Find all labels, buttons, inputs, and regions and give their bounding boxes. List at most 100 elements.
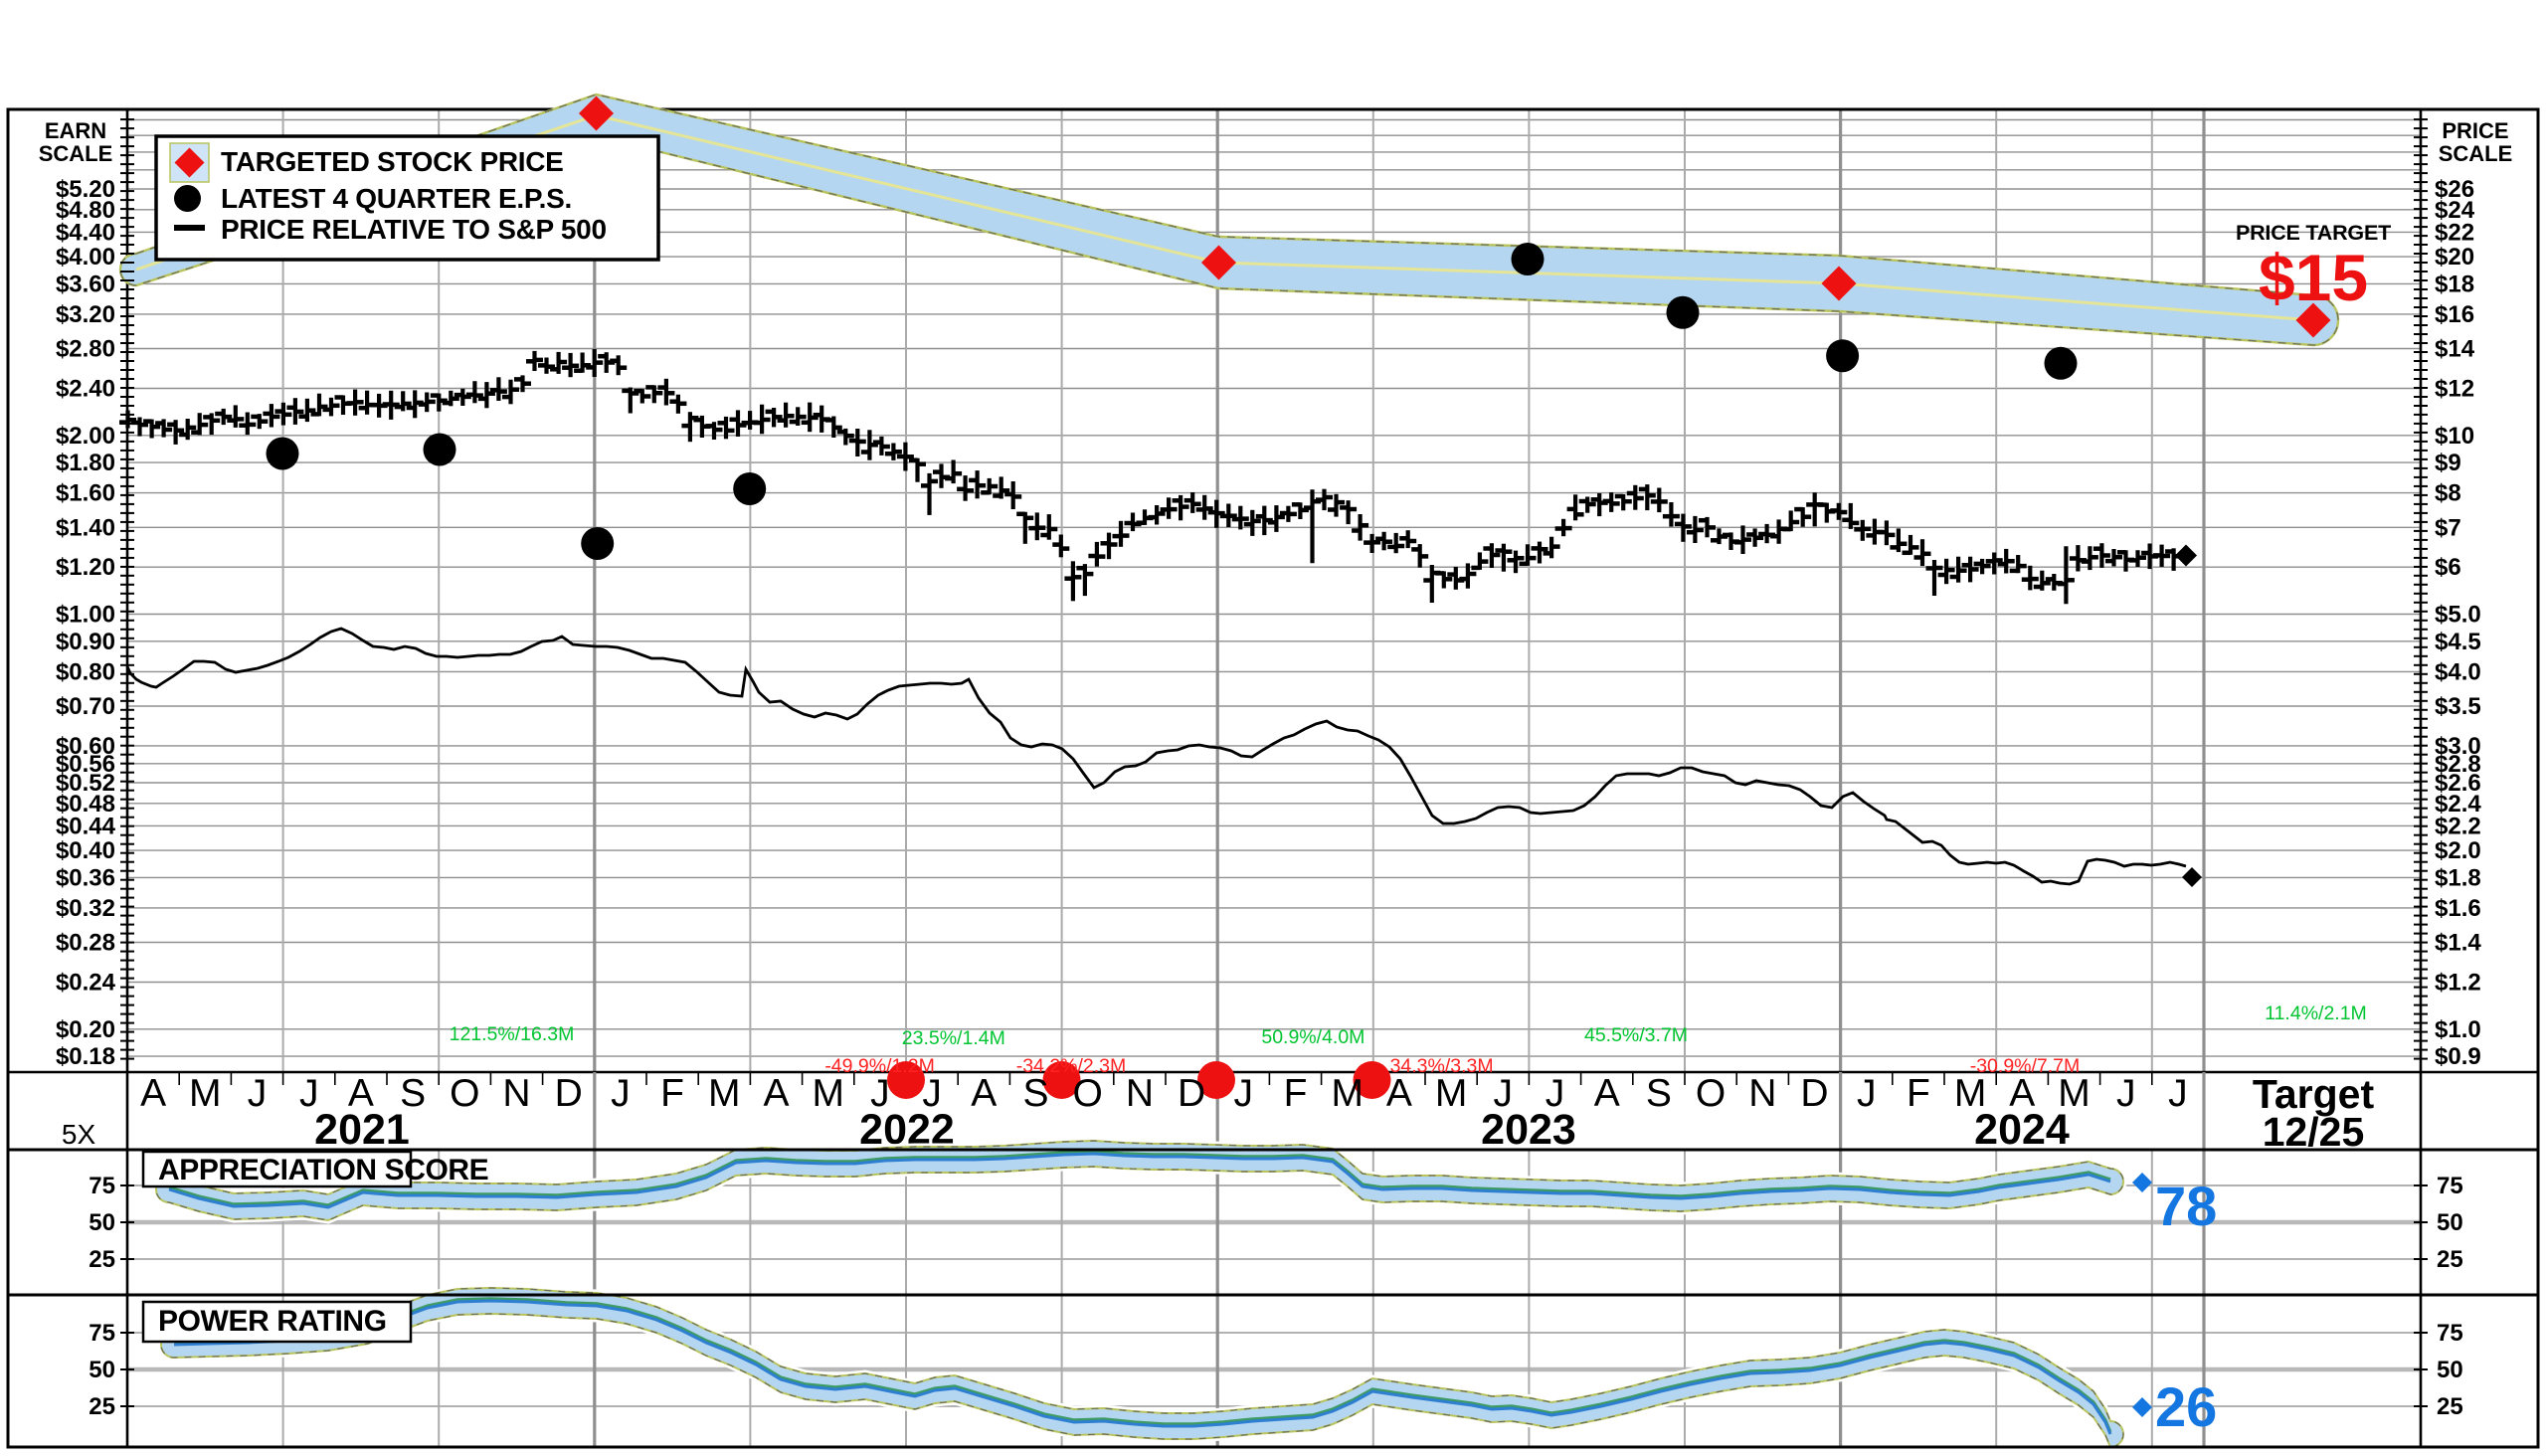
svg-text:$6: $6 xyxy=(2435,554,2461,581)
svg-text:$10: $10 xyxy=(2435,423,2474,450)
svg-text:$0.44: $0.44 xyxy=(56,813,116,839)
svg-text:78: 78 xyxy=(2155,1175,2217,1237)
svg-text:S: S xyxy=(1646,1072,1672,1115)
svg-text:$7: $7 xyxy=(2435,514,2461,541)
svg-text:$2.00: $2.00 xyxy=(56,423,115,450)
svg-text:75: 75 xyxy=(89,1173,115,1199)
svg-text:$22: $22 xyxy=(2435,219,2474,246)
svg-text:34.3%/3.3M: 34.3%/3.3M xyxy=(1390,1055,1494,1077)
svg-text:S: S xyxy=(400,1072,426,1115)
svg-text:M: M xyxy=(1435,1072,1468,1115)
svg-text:$4.5: $4.5 xyxy=(2435,629,2481,655)
svg-text:J: J xyxy=(870,1072,890,1115)
svg-text:$1.80: $1.80 xyxy=(56,450,115,476)
svg-text:J: J xyxy=(1857,1072,1877,1115)
svg-text:POWER RATING: POWER RATING xyxy=(158,1305,387,1338)
svg-text:$2.2: $2.2 xyxy=(2435,813,2481,839)
svg-text:$1.8: $1.8 xyxy=(2435,864,2481,891)
svg-text:$2.40: $2.40 xyxy=(56,376,115,403)
svg-text:J: J xyxy=(1494,1072,1514,1115)
svg-text:$2.0: $2.0 xyxy=(2435,837,2481,864)
svg-text:O: O xyxy=(1073,1072,1103,1115)
svg-text:$0.32: $0.32 xyxy=(56,895,115,922)
svg-text:S: S xyxy=(1022,1072,1048,1115)
svg-text:A: A xyxy=(140,1072,166,1115)
svg-text:A: A xyxy=(348,1072,374,1115)
svg-text:F: F xyxy=(660,1072,684,1115)
svg-text:75: 75 xyxy=(2437,1320,2463,1347)
svg-text:$5.0: $5.0 xyxy=(2435,602,2481,629)
svg-text:A: A xyxy=(763,1072,789,1115)
svg-text:M: M xyxy=(189,1072,222,1115)
svg-text:J: J xyxy=(922,1072,942,1115)
svg-text:$4.0: $4.0 xyxy=(2435,658,2481,685)
svg-text:$0.28: $0.28 xyxy=(56,930,115,957)
svg-text:2024: 2024 xyxy=(1974,1106,2070,1154)
svg-text:$0.40: $0.40 xyxy=(56,837,115,864)
svg-text:$1.20: $1.20 xyxy=(56,554,115,581)
svg-text:$0.60: $0.60 xyxy=(56,733,115,760)
svg-text:$18: $18 xyxy=(2435,271,2474,297)
svg-text:75: 75 xyxy=(2437,1173,2463,1199)
svg-text:A: A xyxy=(1594,1072,1620,1115)
svg-text:$3.60: $3.60 xyxy=(56,271,115,297)
svg-text:$0.56: $0.56 xyxy=(56,751,115,778)
svg-text:$0.90: $0.90 xyxy=(56,629,115,655)
svg-text:M: M xyxy=(812,1072,844,1115)
svg-text:$14: $14 xyxy=(2435,336,2475,363)
svg-text:50.9%/4.0M: 50.9%/4.0M xyxy=(1261,1026,1364,1048)
svg-text:$1.6: $1.6 xyxy=(2435,895,2481,922)
svg-text:$1.0: $1.0 xyxy=(2435,1016,2481,1043)
svg-text:J: J xyxy=(611,1072,631,1115)
svg-text:2021: 2021 xyxy=(314,1106,410,1154)
svg-text:$1.00: $1.00 xyxy=(56,602,115,629)
svg-text:$26: $26 xyxy=(2435,176,2474,203)
svg-text:M: M xyxy=(1954,1072,1987,1115)
svg-text:$24: $24 xyxy=(2435,197,2475,224)
svg-text:SCALE: SCALE xyxy=(39,141,113,166)
svg-text:45.5%/3.7M: 45.5%/3.7M xyxy=(1584,1024,1688,1046)
svg-text:75: 75 xyxy=(89,1320,115,1347)
svg-text:PRICE TARGET: PRICE TARGET xyxy=(2236,221,2391,245)
svg-text:APPRECIATION SCORE: APPRECIATION SCORE xyxy=(158,1154,488,1186)
svg-text:$2.4: $2.4 xyxy=(2435,791,2481,818)
svg-text:$1.60: $1.60 xyxy=(56,480,115,507)
svg-text:Target: Target xyxy=(2253,1071,2375,1117)
svg-text:$2.8: $2.8 xyxy=(2435,751,2481,778)
svg-text:2023: 2023 xyxy=(1481,1106,1576,1154)
svg-text:$16: $16 xyxy=(2435,301,2474,328)
svg-text:-30.9%/7.7M: -30.9%/7.7M xyxy=(1970,1055,2081,1077)
svg-text:J: J xyxy=(2168,1072,2188,1115)
svg-text:11.4%/2.1M: 11.4%/2.1M xyxy=(2265,1002,2367,1024)
svg-text:LATEST 4 QUARTER E.P.S.: LATEST 4 QUARTER E.P.S. xyxy=(221,183,572,214)
svg-text:$0.80: $0.80 xyxy=(56,658,115,685)
svg-text:TARGETED STOCK PRICE: TARGETED STOCK PRICE xyxy=(221,146,564,177)
svg-text:A: A xyxy=(1386,1072,1412,1115)
svg-text:-34.2%/2.3M: -34.2%/2.3M xyxy=(1016,1055,1127,1077)
svg-text:-49.9%/1.2M: -49.9%/1.2M xyxy=(824,1055,935,1077)
svg-text:$0.24: $0.24 xyxy=(56,970,116,997)
svg-text:$4.40: $4.40 xyxy=(56,219,115,246)
svg-text:$0.52: $0.52 xyxy=(56,770,115,797)
svg-text:$3.5: $3.5 xyxy=(2435,693,2481,720)
svg-text:50: 50 xyxy=(89,1209,115,1236)
svg-text:F: F xyxy=(1907,1072,1930,1115)
svg-text:O: O xyxy=(1696,1072,1726,1115)
svg-text:$1.2: $1.2 xyxy=(2435,970,2481,997)
svg-text:F: F xyxy=(1284,1072,1308,1115)
svg-text:$4.00: $4.00 xyxy=(56,244,115,271)
svg-text:J: J xyxy=(1546,1072,1565,1115)
svg-text:121.5%/16.3M: 121.5%/16.3M xyxy=(450,1023,575,1045)
svg-text:N: N xyxy=(502,1072,530,1115)
svg-text:$2.6: $2.6 xyxy=(2435,770,2481,797)
svg-text:$0.48: $0.48 xyxy=(56,791,115,818)
svg-text:$1.4: $1.4 xyxy=(2435,930,2481,957)
svg-text:$0.70: $0.70 xyxy=(56,693,115,720)
svg-text:J: J xyxy=(248,1072,268,1115)
svg-text:M: M xyxy=(1331,1072,1364,1115)
svg-text:EARN: EARN xyxy=(45,118,106,143)
svg-text:25: 25 xyxy=(2437,1246,2463,1273)
svg-text:$9: $9 xyxy=(2435,450,2461,476)
svg-text:M: M xyxy=(708,1072,741,1115)
svg-text:D: D xyxy=(1178,1072,1205,1115)
